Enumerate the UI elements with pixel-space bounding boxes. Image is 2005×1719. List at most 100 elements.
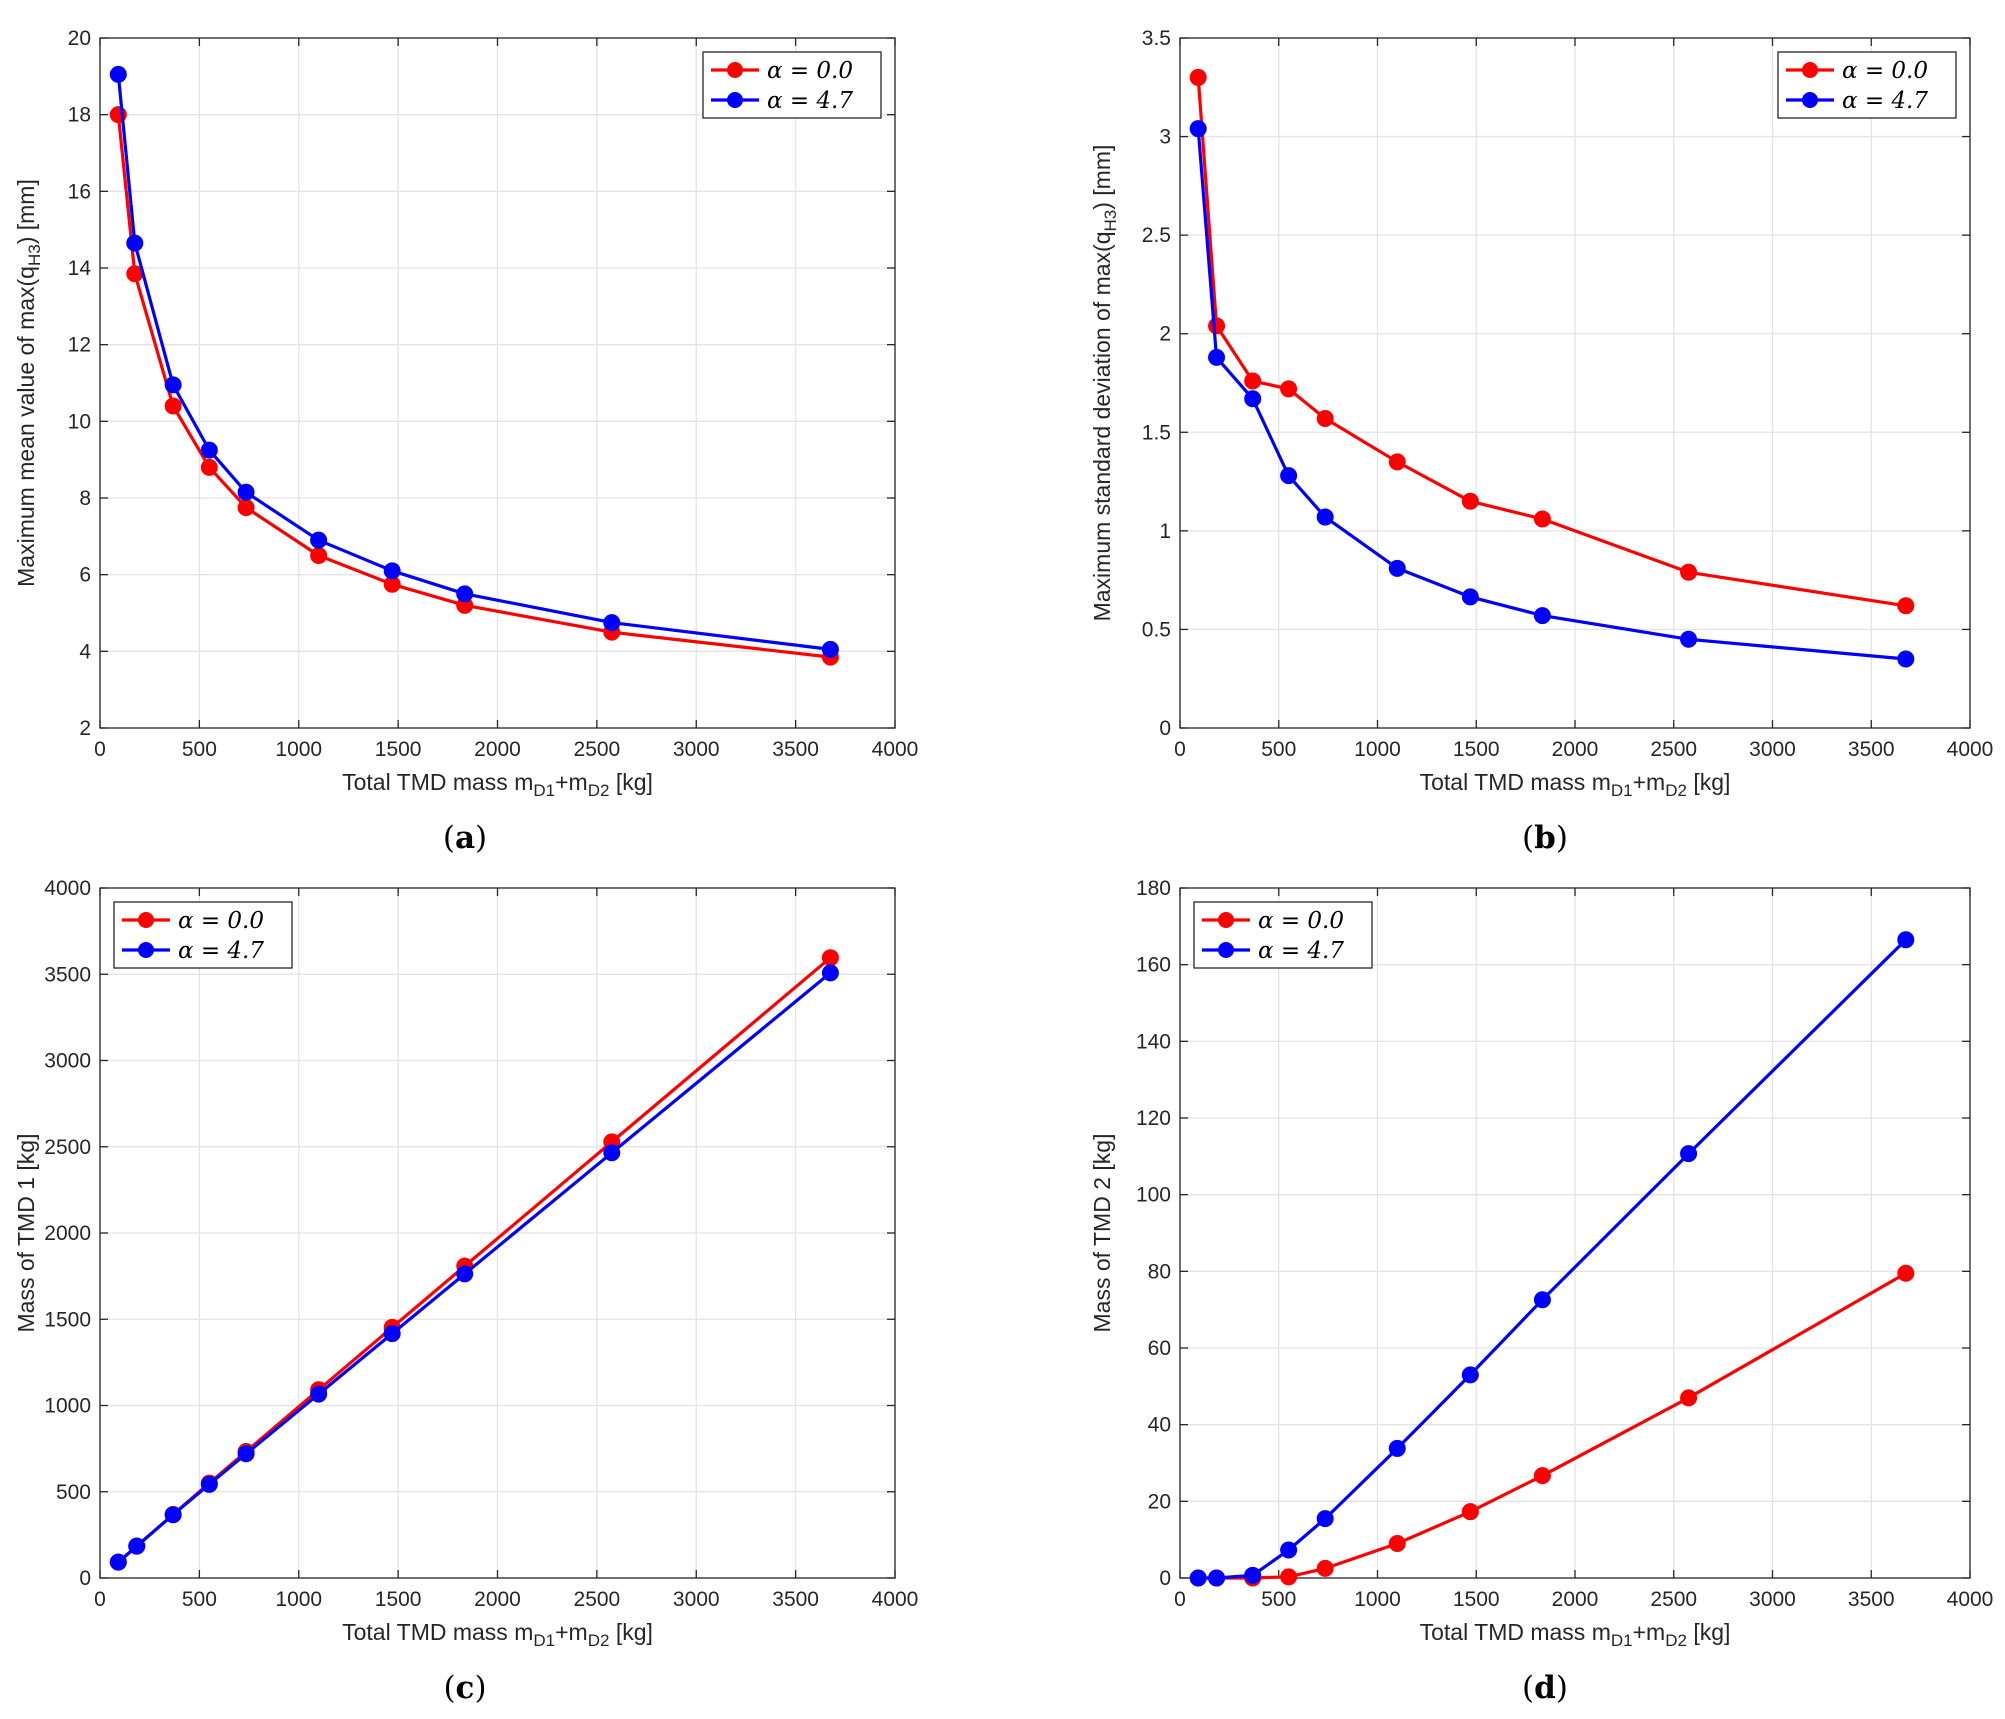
data-point [200,1475,218,1493]
data-point [164,1506,182,1524]
data-point [1280,380,1298,398]
x-tick-label: 1000 [1354,738,1401,761]
data-point [200,441,218,459]
data-point [1461,1366,1479,1384]
data-point [237,483,255,501]
x-tick-label: 2000 [474,1588,521,1611]
y-tick-label: 4 [79,640,91,663]
x-tick-label: 500 [1261,738,1296,761]
y-tick-label: 1 [1159,520,1171,543]
chart-panel-a: 0 500 1000 1500 2000 2500 3000 3500 4000 2 4 6 8 10 12… [13,27,918,856]
x-tick-label: 500 [182,738,217,761]
data-point [1208,1569,1226,1587]
data-point [1533,510,1551,528]
x-tick-label: 2000 [1552,1588,1599,1611]
data-point [164,397,182,415]
legend: α = 0.0 α = 4.7 [1777,51,1957,119]
data-point [603,614,621,632]
y-tick-label: 16 [68,180,91,203]
x-tick-label: 0 [1174,738,1186,761]
data-point [1280,1568,1298,1586]
data-point [1680,1145,1698,1163]
x-tick-label: 1000 [1354,1588,1401,1611]
x-tick-label: 1500 [1453,1588,1500,1611]
series-line-alpha-4-7 [117,971,832,1564]
data-point [128,1537,146,1555]
y-axis-label: Maximum standard deviation of max(qH3) [… [1089,145,1120,622]
data-point [383,562,401,580]
y-tick-label: 2 [79,717,91,740]
data-point [200,458,218,476]
x-tick-label: 4000 [1947,738,1994,761]
data-point [1897,650,1915,668]
x-tick-label: 0 [94,1588,106,1611]
data-point [603,1144,621,1162]
panel-caption: (b) [1522,820,1568,856]
y-tick-label: 20 [68,27,91,50]
legend-marker [1218,942,1234,958]
x-tick-label: 1000 [275,1588,322,1611]
y-tick-label: 3.5 [1142,27,1171,50]
data-point [1461,1503,1479,1521]
y-tick-label: 10 [68,410,91,433]
y-tick-label: 3 [1159,126,1171,149]
x-tick-label: 3000 [1749,1588,1796,1611]
data-point [1533,1467,1551,1485]
y-tick-label: 0.5 [1142,618,1171,641]
y-tick-label: 2500 [44,1136,91,1159]
chart-panel-d: 0 500 1000 1500 2000 2500 3000 3500 4000 0 20 40 60 8… [1089,877,1993,1706]
y-tick-label: 3500 [44,963,91,986]
data-point [237,1445,255,1463]
data-point [1680,563,1698,581]
data-point [1897,931,1915,949]
y-tick-label: 4000 [44,877,91,900]
data-point [1280,467,1298,485]
x-tick-label: 2500 [1650,738,1697,761]
x-tick-label: 3000 [673,1588,720,1611]
legend-entry-label: α = 0.0 [1842,58,1928,84]
data-point [821,949,839,967]
x-tick-label: 500 [182,1588,217,1611]
legend-marker [1218,912,1234,928]
series-line-alpha-0-0 [1196,77,1907,608]
x-tick-label: 0 [1174,1588,1186,1611]
legend-entry-label: α = 4.7 [1258,938,1344,964]
data-point [109,1553,127,1571]
x-tick-label: 3000 [1749,738,1796,761]
y-tick-label: 40 [1148,1414,1171,1437]
data-point [1461,588,1479,606]
series-line-alpha-4-7 [1196,128,1906,661]
legend: α = 0.0 α = 4.7 [1193,901,1373,969]
x-tick-label: 3500 [772,1588,819,1611]
legend-marker [1802,62,1818,78]
x-tick-label: 3500 [772,738,819,761]
y-tick-label: 8 [79,487,91,510]
chart-panel-b: 0 500 1000 1500 2000 2500 3000 3500 4000 0 0.5 1 1.5… [1089,27,1993,856]
data-point [310,547,328,564]
data-point [456,585,474,603]
x-tick-label: 2000 [474,738,521,761]
data-point [1533,1291,1551,1309]
series-line-alpha-0-0 [116,114,831,659]
series-line-alpha-4-7 [1198,938,1907,1580]
data-point [1208,348,1226,366]
x-axis-label: Total TMD mass mD1+mD2 [kg] [342,1619,653,1650]
x-tick-label: 1500 [1453,738,1500,761]
data-point [1680,630,1698,648]
y-tick-label: 6 [79,564,91,587]
y-tick-label: 1.5 [1142,421,1171,444]
x-tick-label: 1500 [375,738,422,761]
y-tick-label: 180 [1136,877,1171,900]
legend-marker [138,942,154,958]
data-point [237,499,255,517]
y-tick-label: 2 [1159,323,1171,346]
legend: α = 0.0 α = 4.7 [113,901,293,969]
data-point [1388,453,1406,471]
data-point [1316,409,1334,427]
legend-entry-label: α = 4.7 [1842,88,1928,114]
y-tick-label: 3000 [44,1050,91,1073]
legend-marker [138,912,154,928]
legend-marker [727,62,743,78]
data-point [1208,317,1226,335]
